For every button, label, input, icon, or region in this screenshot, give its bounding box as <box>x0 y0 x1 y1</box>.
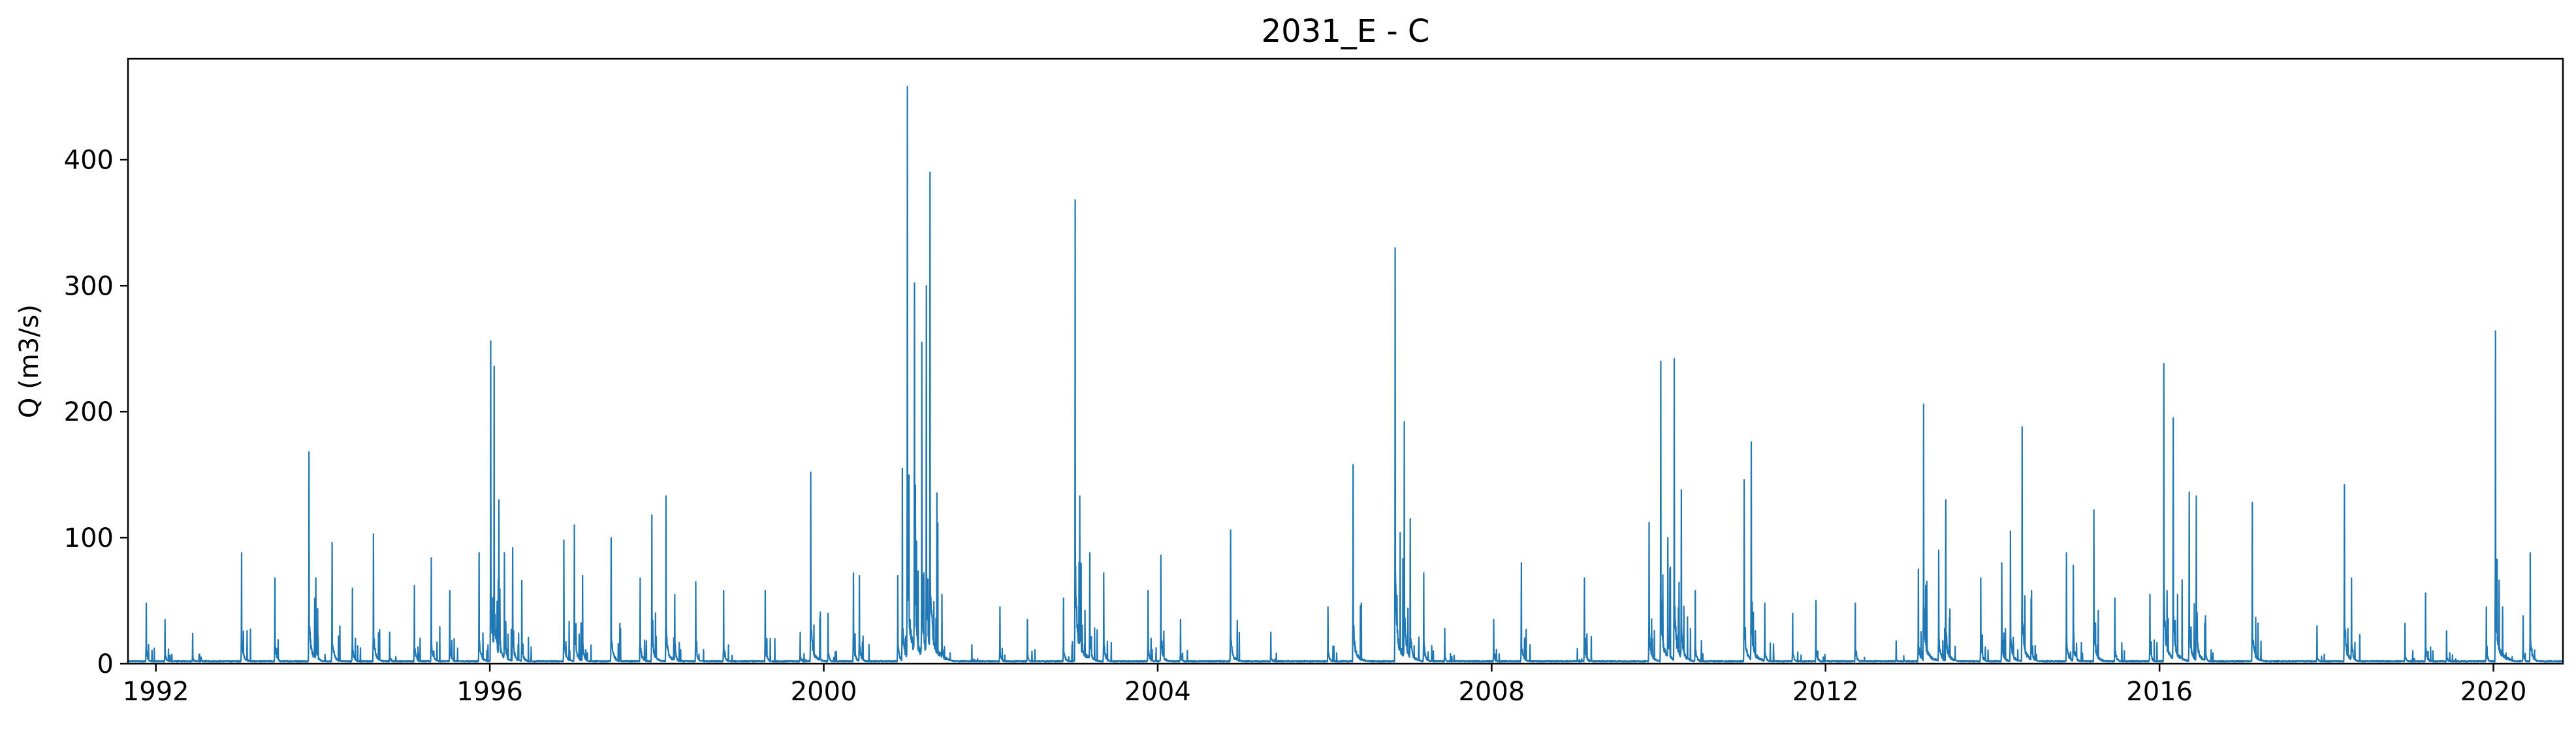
y-axis-label: Q (m3/s) <box>14 304 44 418</box>
x-tick-label: 2020 <box>2460 677 2527 707</box>
x-tick-label: 2012 <box>1792 677 1859 707</box>
y-tick-label: 200 <box>64 397 114 427</box>
plot-frame <box>127 57 2564 665</box>
y-tick-label: 100 <box>64 523 114 553</box>
series-layer <box>127 86 2564 663</box>
x-tick-label: 2004 <box>1124 677 1191 707</box>
axis-layer: 1992 1996 2000 2004 2008 2012 2016 2020 0 100 200 3… <box>64 145 2527 707</box>
y-tick-label: 0 <box>97 649 114 679</box>
x-tick-label: 2008 <box>1458 677 1525 707</box>
x-tick-label: 1992 <box>123 677 189 707</box>
x-tick-label: 2000 <box>791 677 857 707</box>
y-tick-label: 300 <box>64 271 114 301</box>
y-tick-label: 400 <box>64 145 114 175</box>
x-tick-label: 1996 <box>456 677 523 707</box>
discharge-series-line <box>127 86 2564 663</box>
chart-title: 2031_E - C <box>1262 13 1430 50</box>
x-tick-label: 2016 <box>2126 677 2193 707</box>
